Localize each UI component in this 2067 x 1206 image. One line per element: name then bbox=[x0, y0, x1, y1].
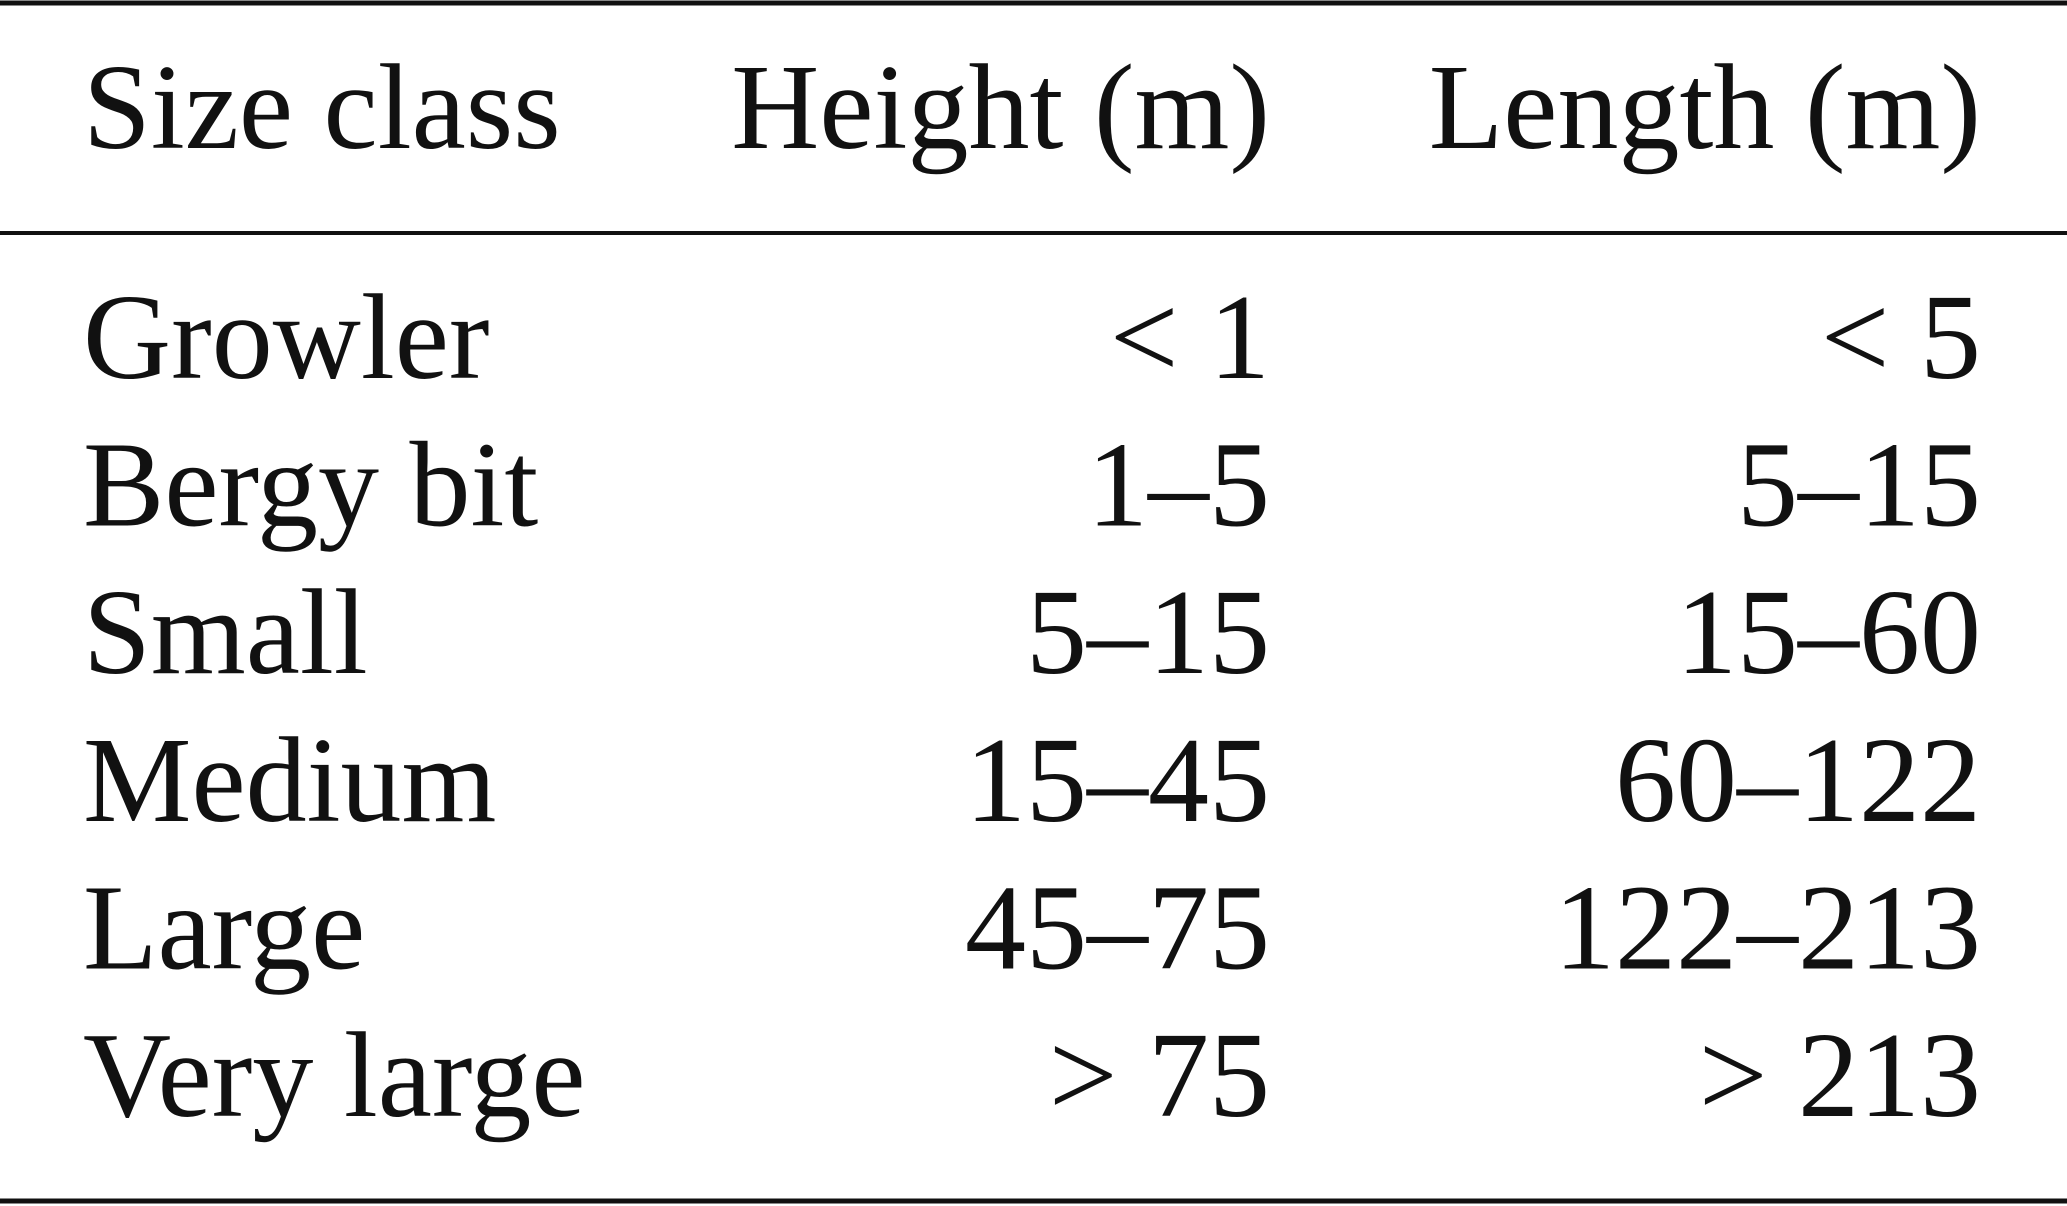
table-cell: 15–45 bbox=[965, 713, 1270, 848]
table-cell: 122–213 bbox=[1554, 860, 1981, 995]
table-cell: 5–15 bbox=[1026, 565, 1270, 700]
table-cell: 60–122 bbox=[1615, 713, 1981, 848]
table-cell: Very large bbox=[83, 1008, 585, 1143]
table-cell: > 75 bbox=[1049, 1008, 1270, 1143]
header-cell: Length (m) bbox=[1429, 40, 1981, 175]
table-cell: 1–5 bbox=[1087, 418, 1270, 553]
table-cell: > 213 bbox=[1699, 1008, 1981, 1143]
table-cell: Large bbox=[83, 860, 365, 995]
table-cell: 45–75 bbox=[965, 860, 1270, 995]
table-cell: Small bbox=[83, 565, 368, 700]
header-cell: Size class bbox=[83, 40, 561, 175]
table-cell: Bergy bit bbox=[83, 418, 538, 553]
header-cell: Height (m) bbox=[731, 40, 1270, 175]
table-cell: < 1 bbox=[1110, 270, 1270, 405]
table-cell: Medium bbox=[83, 713, 496, 848]
table-cell: 15–60 bbox=[1676, 565, 1981, 700]
table-cell: 5–15 bbox=[1737, 418, 1981, 553]
table-cell: < 5 bbox=[1821, 270, 1981, 405]
table-cell: Growler bbox=[83, 270, 490, 405]
